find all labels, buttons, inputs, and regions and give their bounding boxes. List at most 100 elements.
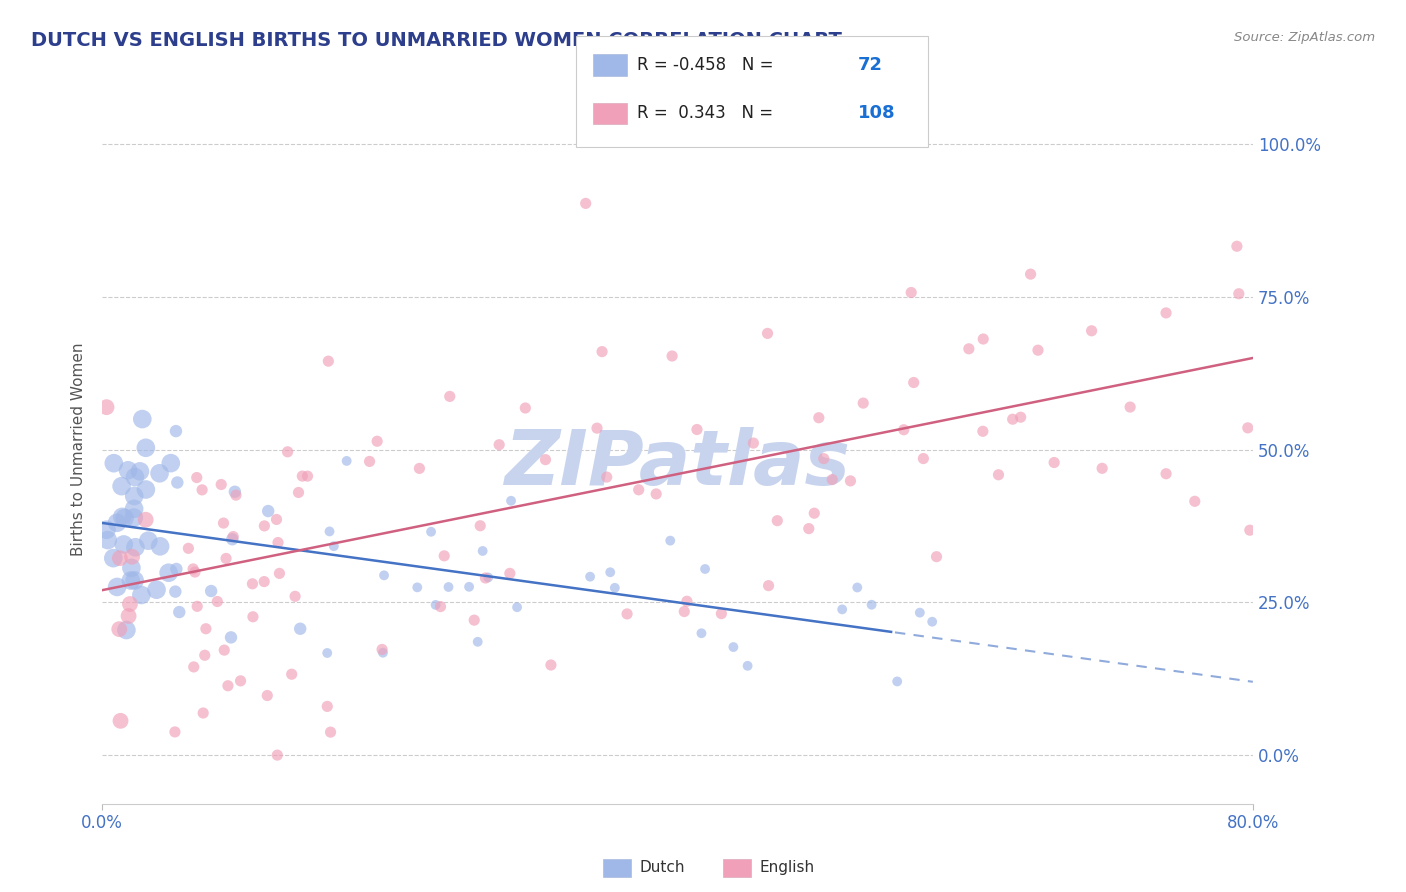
Point [212, 516, 235, 530]
Point [149, 539, 172, 553]
Point [319, 725, 342, 739]
Point [470, 518, 492, 533]
Point [318, 524, 340, 539]
Point [925, 549, 948, 564]
Point [229, 673, 252, 688]
Point [110, 479, 132, 493]
Point [1091, 461, 1114, 475]
Point [97, 533, 120, 547]
Point [194, 622, 217, 636]
Text: R = -0.458   N =: R = -0.458 N = [637, 56, 779, 74]
Text: 108: 108 [858, 104, 896, 122]
Point [839, 474, 862, 488]
Point [972, 332, 994, 346]
Point [645, 487, 668, 501]
Point [121, 549, 143, 564]
Point [191, 483, 214, 497]
Point [177, 541, 200, 556]
Point [253, 574, 276, 589]
Point [159, 456, 181, 470]
Point [287, 485, 309, 500]
Point [193, 706, 215, 720]
Y-axis label: Births to Unmarried Women: Births to Unmarried Women [72, 343, 86, 557]
Point [118, 597, 141, 611]
Point [1001, 412, 1024, 426]
Point [471, 544, 494, 558]
Point [103, 551, 125, 566]
Point [366, 434, 388, 449]
Point [108, 551, 131, 566]
Point [291, 469, 314, 483]
Text: ZIPatlas: ZIPatlas [505, 426, 851, 500]
Point [111, 509, 134, 524]
Point [821, 473, 844, 487]
Point [105, 580, 128, 594]
Point [96, 523, 118, 537]
Point [591, 344, 613, 359]
Point [135, 513, 157, 527]
Point [1119, 400, 1142, 414]
Point [813, 451, 835, 466]
Point [186, 470, 208, 484]
Point [253, 519, 276, 533]
Point [1019, 267, 1042, 281]
Point [110, 714, 132, 728]
Point [579, 569, 602, 583]
Point [499, 566, 522, 581]
Text: Dutch: Dutch [640, 860, 685, 874]
Point [425, 598, 447, 612]
Point [219, 631, 242, 645]
Text: 72: 72 [858, 56, 883, 74]
Point [148, 467, 170, 481]
Point [467, 634, 489, 648]
Point [145, 582, 167, 597]
Point [860, 598, 883, 612]
Point [212, 643, 235, 657]
Point [499, 493, 522, 508]
Point [540, 658, 562, 673]
Text: DUTCH VS ENGLISH BIRTHS TO UNMARRIED WOMEN CORRELATION CHART: DUTCH VS ENGLISH BIRTHS TO UNMARRIED WOM… [31, 31, 842, 50]
Point [135, 441, 157, 455]
Point [1154, 467, 1177, 481]
Point [131, 588, 153, 602]
Point [477, 570, 499, 584]
Point [209, 477, 232, 491]
Point [269, 566, 291, 581]
Point [603, 581, 626, 595]
Point [165, 584, 187, 599]
Point [723, 640, 745, 654]
Point [297, 469, 319, 483]
Point [908, 606, 931, 620]
Point [318, 354, 340, 368]
Point [900, 285, 922, 300]
Point [316, 646, 339, 660]
Point [105, 516, 128, 530]
Point [1184, 494, 1206, 508]
Point [575, 196, 598, 211]
Point [122, 501, 145, 516]
Point [183, 660, 205, 674]
Point [852, 396, 875, 410]
Text: R =  0.343   N =: R = 0.343 N = [637, 104, 779, 122]
Point [921, 615, 943, 629]
Point [316, 699, 339, 714]
Point [1026, 343, 1049, 358]
Point [277, 445, 299, 459]
Point [957, 342, 980, 356]
Point [371, 646, 394, 660]
Point [599, 566, 621, 580]
Point [157, 566, 180, 580]
Point [1236, 421, 1258, 435]
Text: English: English [759, 860, 814, 874]
Point [181, 562, 204, 576]
Point [194, 648, 217, 663]
Point [169, 605, 191, 619]
Point [122, 489, 145, 503]
Point [1043, 456, 1066, 470]
Point [506, 600, 529, 615]
Point [124, 470, 146, 484]
Point [616, 607, 638, 621]
Point [163, 725, 186, 739]
Point [222, 530, 245, 544]
Point [215, 551, 238, 566]
